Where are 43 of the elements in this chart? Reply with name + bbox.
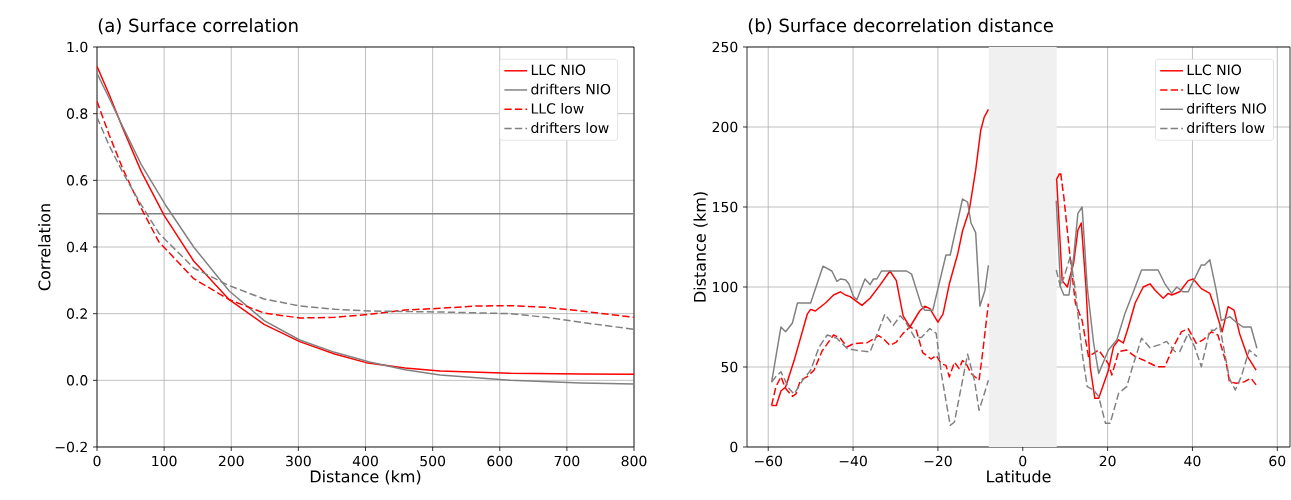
y-tick-label: 50 bbox=[721, 361, 738, 373]
y-tick-label: 0.6 bbox=[66, 175, 88, 186]
legend-label: LLC NIO bbox=[1187, 64, 1241, 76]
y-tick-label: 0.2 bbox=[66, 308, 87, 319]
legend-label: drifters low bbox=[1187, 122, 1265, 134]
legend-label: drifters NIO bbox=[1187, 102, 1266, 114]
y-tick-label: 0.4 bbox=[66, 241, 88, 253]
chart-title: (a) Surface correlation bbox=[98, 18, 298, 35]
y-tick-label: 0 bbox=[730, 441, 738, 453]
y-tick-label: 250 bbox=[712, 41, 738, 53]
x-tick-label: 60 bbox=[1269, 455, 1286, 467]
x-tick-label: −60 bbox=[754, 455, 783, 467]
x-tick-label: −20 bbox=[924, 455, 952, 467]
x-tick-label: 400 bbox=[352, 455, 378, 467]
x-tick-label: 40 bbox=[1184, 455, 1201, 467]
x-tick-label: −40 bbox=[839, 455, 867, 467]
x-tick-label: 0 bbox=[93, 455, 101, 467]
x-tick-label: 0 bbox=[1019, 455, 1027, 467]
x-tick-label: 800 bbox=[621, 455, 647, 467]
y-tick-label: 0.0 bbox=[66, 375, 88, 386]
y-axis-title: Correlation bbox=[38, 204, 51, 291]
x-axis-title: Distance (km) bbox=[310, 470, 421, 485]
x-tick-label: 300 bbox=[286, 455, 311, 467]
y-tick-label: 200 bbox=[712, 121, 738, 133]
x-tick-label: 500 bbox=[420, 455, 446, 467]
y-axis-title: Distance (km) bbox=[693, 192, 708, 302]
legend-label: LLC low bbox=[1187, 83, 1240, 95]
legend-label: LLC NIO bbox=[531, 64, 586, 76]
x-tick-label: 200 bbox=[218, 455, 244, 467]
y-tick-label: −0.2 bbox=[55, 441, 87, 453]
y-tick-label: 150 bbox=[713, 201, 738, 213]
legend-label: drifters low bbox=[531, 122, 609, 134]
y-tick-label: 0.8 bbox=[66, 108, 88, 119]
y-tick-label: 1.0 bbox=[67, 41, 88, 53]
y-tick-label: 100 bbox=[713, 281, 738, 293]
legend-label: LLC low bbox=[531, 102, 584, 114]
x-axis-title: Latitude bbox=[987, 470, 1051, 483]
chart-title: (b) Surface decorrelation distance bbox=[748, 18, 1053, 35]
x-tick-label: 700 bbox=[554, 455, 580, 467]
legend-label: drifters NIO bbox=[531, 83, 611, 95]
x-tick-label: 100 bbox=[152, 455, 177, 467]
x-tick-label: 600 bbox=[487, 455, 513, 467]
x-tick-label: 20 bbox=[1099, 455, 1116, 467]
